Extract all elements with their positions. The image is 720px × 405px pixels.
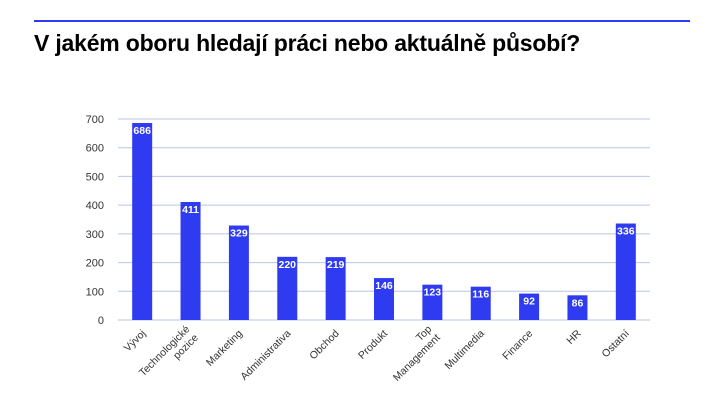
bar <box>180 201 201 320</box>
bars <box>132 123 636 321</box>
x-category-label-line: Finance <box>500 328 535 363</box>
bar <box>325 257 346 320</box>
bar-value-label: 116 <box>472 289 489 301</box>
bar-value-label: 220 <box>279 259 297 271</box>
x-category-label-line: Multimedia <box>442 328 486 372</box>
x-category-label: Multimedia <box>442 328 486 372</box>
x-category-label: TopManagement <box>382 323 442 383</box>
y-tick-label: 200 <box>86 258 104 270</box>
x-category-label: Vývoj <box>122 328 149 355</box>
bar <box>470 286 491 320</box>
y-tick-label: 500 <box>86 171 104 183</box>
bar <box>422 284 443 320</box>
bar <box>374 278 394 320</box>
bar <box>228 225 249 320</box>
data-labels: 686 411 329 220 219 146 123 116 92 86 336 <box>133 125 634 309</box>
x-category-label: Obchod <box>307 328 342 363</box>
x-category-label-line: HR <box>564 327 584 347</box>
bar-value-label: 219 <box>327 259 345 271</box>
bar-value-label: 146 <box>375 280 393 292</box>
x-category-label-line: Administrativa <box>238 328 293 383</box>
x-category-label: Finance <box>500 328 535 363</box>
bar-value-label: 123 <box>424 287 442 299</box>
bar-value-label: 686 <box>133 125 151 137</box>
title-accent-rule <box>34 20 690 22</box>
bar <box>567 295 588 320</box>
x-category-label: Marketing <box>204 328 245 369</box>
bar-value-label: 329 <box>230 228 248 240</box>
y-tick-label: 300 <box>86 229 104 241</box>
bar-value-label: 86 <box>572 297 584 309</box>
x-category-label: Produkt <box>356 328 390 362</box>
gridlines <box>118 118 650 321</box>
x-category-label-line: Ostatní <box>600 328 632 360</box>
y-tick-label: 100 <box>86 286 104 298</box>
bar <box>615 223 636 320</box>
x-category-label: Ostatní <box>600 328 632 360</box>
y-tick-label: 600 <box>86 143 104 155</box>
bar-value-label: 336 <box>617 226 635 238</box>
bar <box>132 123 153 321</box>
y-tick-label: 700 <box>86 114 104 126</box>
bar <box>519 293 540 320</box>
bar-value-label: 411 <box>182 204 199 216</box>
x-category-label-line: Produkt <box>356 328 390 362</box>
x-category-label: Technologicképozice <box>137 323 201 387</box>
x-category-label-line: Vývoj <box>122 328 149 355</box>
y-tick-label: 0 <box>98 315 104 327</box>
bar <box>277 256 298 320</box>
x-category-label: HR <box>564 327 584 347</box>
bar-value-label: 92 <box>523 296 535 308</box>
x-category-label: Administrativa <box>238 328 293 383</box>
slide-title: V jakém oboru hledají práci nebo aktuáln… <box>34 30 581 56</box>
x-category-label-line: Obchod <box>307 328 342 363</box>
y-axis-ticks: 0 100 200 300 400 500 600 700 <box>86 114 104 327</box>
x-category-label-line: Marketing <box>204 328 245 369</box>
y-tick-label: 400 <box>86 200 104 212</box>
